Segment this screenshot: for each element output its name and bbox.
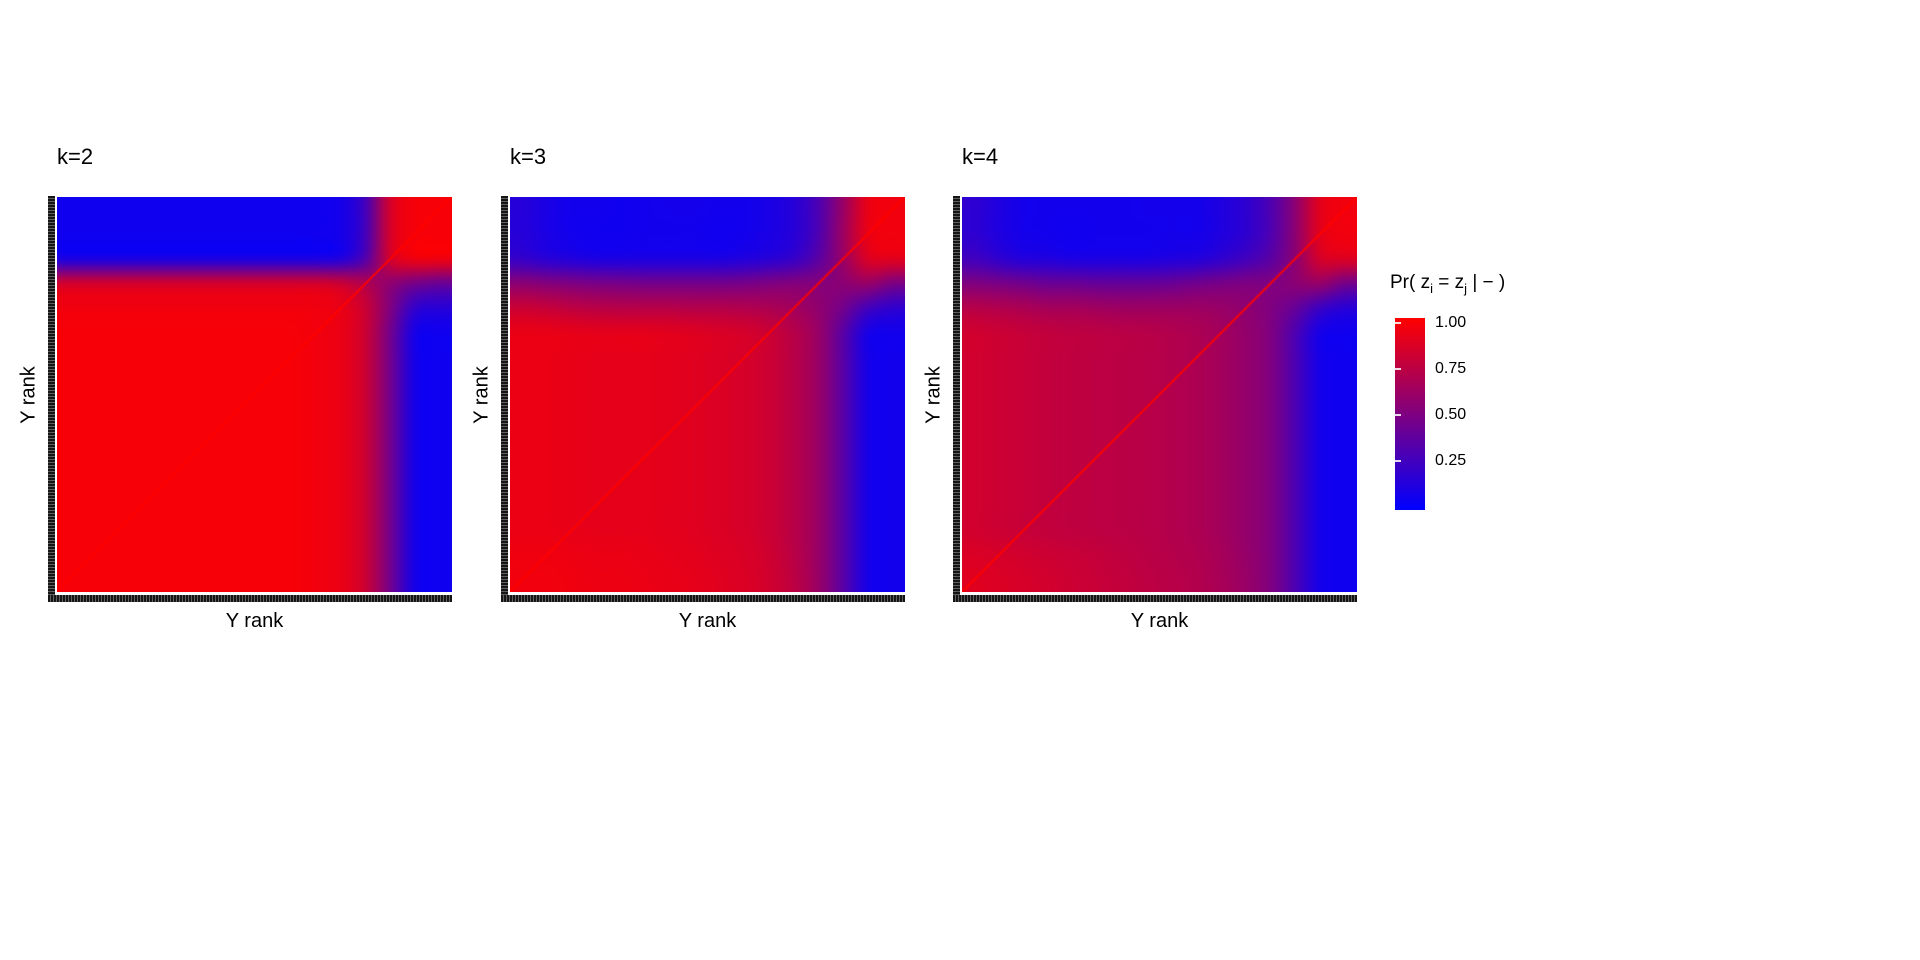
y-axis-label: Y rank (922, 366, 945, 424)
x-axis-ticks (501, 595, 905, 602)
panel-title: k=2 (57, 144, 94, 169)
y-axis-ticks (48, 196, 55, 595)
legend: Pr( zi = zj | − ) 1.00 0.75 0.50 0.25 (1390, 272, 1610, 542)
legend-tick-label: 0.75 (1435, 360, 1467, 377)
legend-title-sub-i: i (1430, 280, 1433, 296)
legend-tick-1.00 (1395, 322, 1401, 324)
panel-title: k=4 (962, 144, 999, 169)
heatmap-canvas-k4 (962, 197, 1357, 592)
x-axis-label: Y rank (225, 610, 284, 632)
x-axis-label: Y rank (1130, 610, 1189, 632)
legend-title-sub-j: j (1464, 280, 1468, 296)
panel-k2: k=2 Y rank Y rank (0, 0, 460, 700)
y-axis-ticks (501, 196, 508, 595)
legend-title-suffix: | − ) (1467, 272, 1506, 293)
x-axis-ticks (48, 595, 452, 602)
legend-tick-label: 0.50 (1435, 406, 1467, 423)
heatmap-canvas-k2 (57, 197, 452, 592)
legend-title-prefix: Pr( z (1390, 272, 1431, 293)
y-axis-label: Y rank (470, 366, 493, 424)
legend-tick-0.50 (1395, 414, 1401, 416)
legend-tick-0.75 (1395, 368, 1401, 370)
panel-k4: k=4 Y rank Y rank (905, 0, 1365, 700)
y-axis-label: Y rank (17, 366, 40, 424)
panel-title: k=3 (510, 144, 547, 169)
x-axis-label: Y rank (678, 610, 737, 632)
panel-k3: k=3 Y rank Y rank (453, 0, 913, 700)
heatmap-canvas-k3 (510, 197, 905, 592)
y-axis-ticks (953, 196, 960, 595)
legend-title: Pr( zi = zj | − ) (1390, 272, 1505, 296)
legend-title-eq: = z (1433, 272, 1465, 293)
x-axis-ticks (953, 595, 1357, 602)
legend-tick-0.25 (1395, 460, 1401, 462)
legend-colorbar (1395, 318, 1425, 510)
legend-tick-label: 1.00 (1435, 314, 1467, 331)
legend-tick-label: 0.25 (1435, 452, 1467, 469)
